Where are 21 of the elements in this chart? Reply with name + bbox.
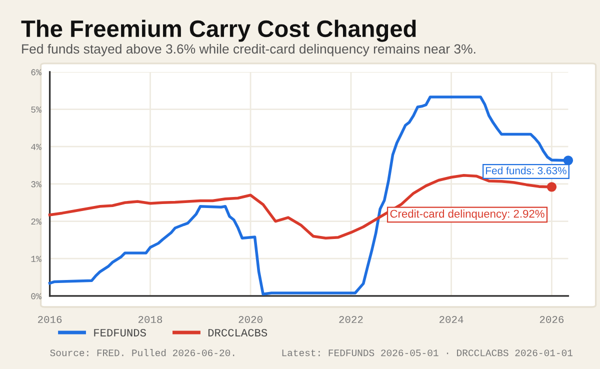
x-tick-label: 2016 — [38, 316, 62, 324]
y-tick-label: 0% — [31, 293, 42, 300]
y-tick-label: 3% — [31, 181, 42, 188]
chart-subtitle: Fed funds stayed above 3.6% while credit-card delinquency remains near 3%. — [22, 44, 476, 56]
x-tick-label: 2026 — [540, 316, 564, 324]
y-tick-label: 2% — [31, 218, 42, 225]
x-tick-label: 2024 — [440, 316, 464, 324]
y-tick-label: 5% — [31, 106, 42, 113]
annotation: Credit-card delinquency: 2.92% — [390, 210, 544, 220]
source-note: Source: FRED. Pulled 2026-06-20. — [50, 349, 234, 356]
legend-label: DRCCLACBS — [208, 328, 268, 336]
annotation: Fed funds: 3.63% — [486, 166, 566, 174]
x-tick-label: 2022 — [339, 316, 363, 324]
x-tick-label: 2020 — [238, 316, 262, 324]
y-tick-label: 4% — [31, 144, 42, 150]
legend-label: FEDFUNDS — [94, 328, 146, 336]
text: Latest: FEDFUNDS 2026-05-01 · DRCCLACBS 2026-01-01 — [282, 350, 572, 356]
chart-title: The Freemium Carry Cost Changed — [21, 20, 416, 42]
y-tick-label: 6% — [31, 69, 42, 76]
y-tick-label: 1% — [31, 256, 42, 262]
x-tick-label: 2018 — [138, 316, 162, 324]
